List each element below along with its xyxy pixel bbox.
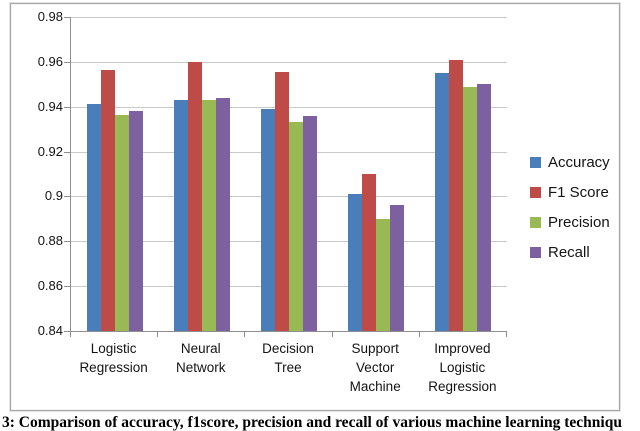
y-axis-tick-label: 0.84	[37, 323, 63, 338]
y-axis-tick	[64, 17, 70, 18]
y-axis-tick	[64, 241, 70, 243]
bar	[86, 104, 101, 331]
gridline	[71, 61, 507, 63]
legend: Accuracy F1 Score Precision Recall	[530, 155, 610, 260]
bar	[362, 174, 377, 331]
y-axis-tick	[64, 196, 70, 198]
legend-swatch-precision	[530, 217, 541, 228]
legend-swatch-accuracy	[530, 157, 541, 168]
x-axis-category-label: Decision Tree	[262, 341, 314, 375]
y-axis-tick	[64, 61, 70, 63]
x-axis-category-label: Logistic Regression	[79, 341, 148, 375]
x-axis-tick	[331, 332, 333, 337]
y-axis-tick	[64, 286, 70, 288]
y-axis-tick-label: 0.92	[37, 143, 63, 159]
y-axis-tick	[64, 151, 70, 153]
legend-label: Precision	[548, 214, 610, 231]
y-axis-tick-label: 0.96	[37, 53, 63, 69]
x-axis-tick	[506, 332, 507, 337]
bar	[303, 115, 317, 331]
bar	[128, 111, 143, 331]
bar	[477, 84, 492, 331]
bar	[390, 205, 405, 331]
y-axis-tick-label: 0.9	[44, 188, 63, 204]
legend-item: Recall	[530, 245, 610, 260]
legend-label: Recall	[548, 244, 590, 261]
bar	[100, 69, 115, 331]
gridline	[71, 106, 507, 108]
legend-item: Accuracy	[530, 155, 610, 170]
y-axis-tick-label: 0.86	[37, 278, 63, 294]
x-axis-category-label: Improved Logistic Regression	[428, 341, 497, 394]
bar	[114, 114, 129, 331]
bar	[435, 73, 450, 331]
x-axis-tick	[70, 332, 71, 337]
bar	[261, 108, 275, 331]
x-axis-tick	[157, 332, 159, 337]
x-axis-category-label: Neural Network	[176, 341, 226, 375]
bar	[275, 71, 289, 331]
legend-item: F1 Score	[530, 185, 610, 200]
bar	[215, 97, 230, 331]
chart-container: Accuracy F1 Score Precision Recall 0.98 0.96…	[10, 3, 620, 411]
legend-item: Precision	[530, 215, 610, 230]
bar	[201, 100, 216, 331]
bar	[376, 218, 391, 331]
bar	[187, 61, 202, 331]
x-axis-category-label: Support Vector Machine	[349, 341, 401, 394]
bar	[173, 100, 188, 331]
figure-caption: 3: Comparison of accuracy, f1score, prec…	[2, 414, 622, 431]
gridline	[71, 17, 507, 18]
legend-label: F1 Score	[548, 184, 609, 201]
bar	[449, 59, 464, 331]
bar	[463, 86, 478, 331]
x-axis-tick	[244, 332, 246, 337]
y-axis-tick-label: 0.88	[37, 233, 63, 249]
y-axis-tick	[64, 331, 70, 332]
legend-swatch-f1-score	[530, 187, 541, 198]
x-axis-tick	[418, 332, 420, 337]
plot-area	[70, 17, 507, 332]
y-axis-tick-label: 0.98	[37, 9, 63, 24]
legend-label: Accuracy	[548, 154, 610, 171]
bar	[348, 194, 363, 331]
y-axis-tick	[64, 106, 70, 108]
y-axis-tick-label: 0.94	[37, 98, 63, 114]
bar	[289, 122, 303, 331]
legend-swatch-recall	[530, 247, 541, 258]
